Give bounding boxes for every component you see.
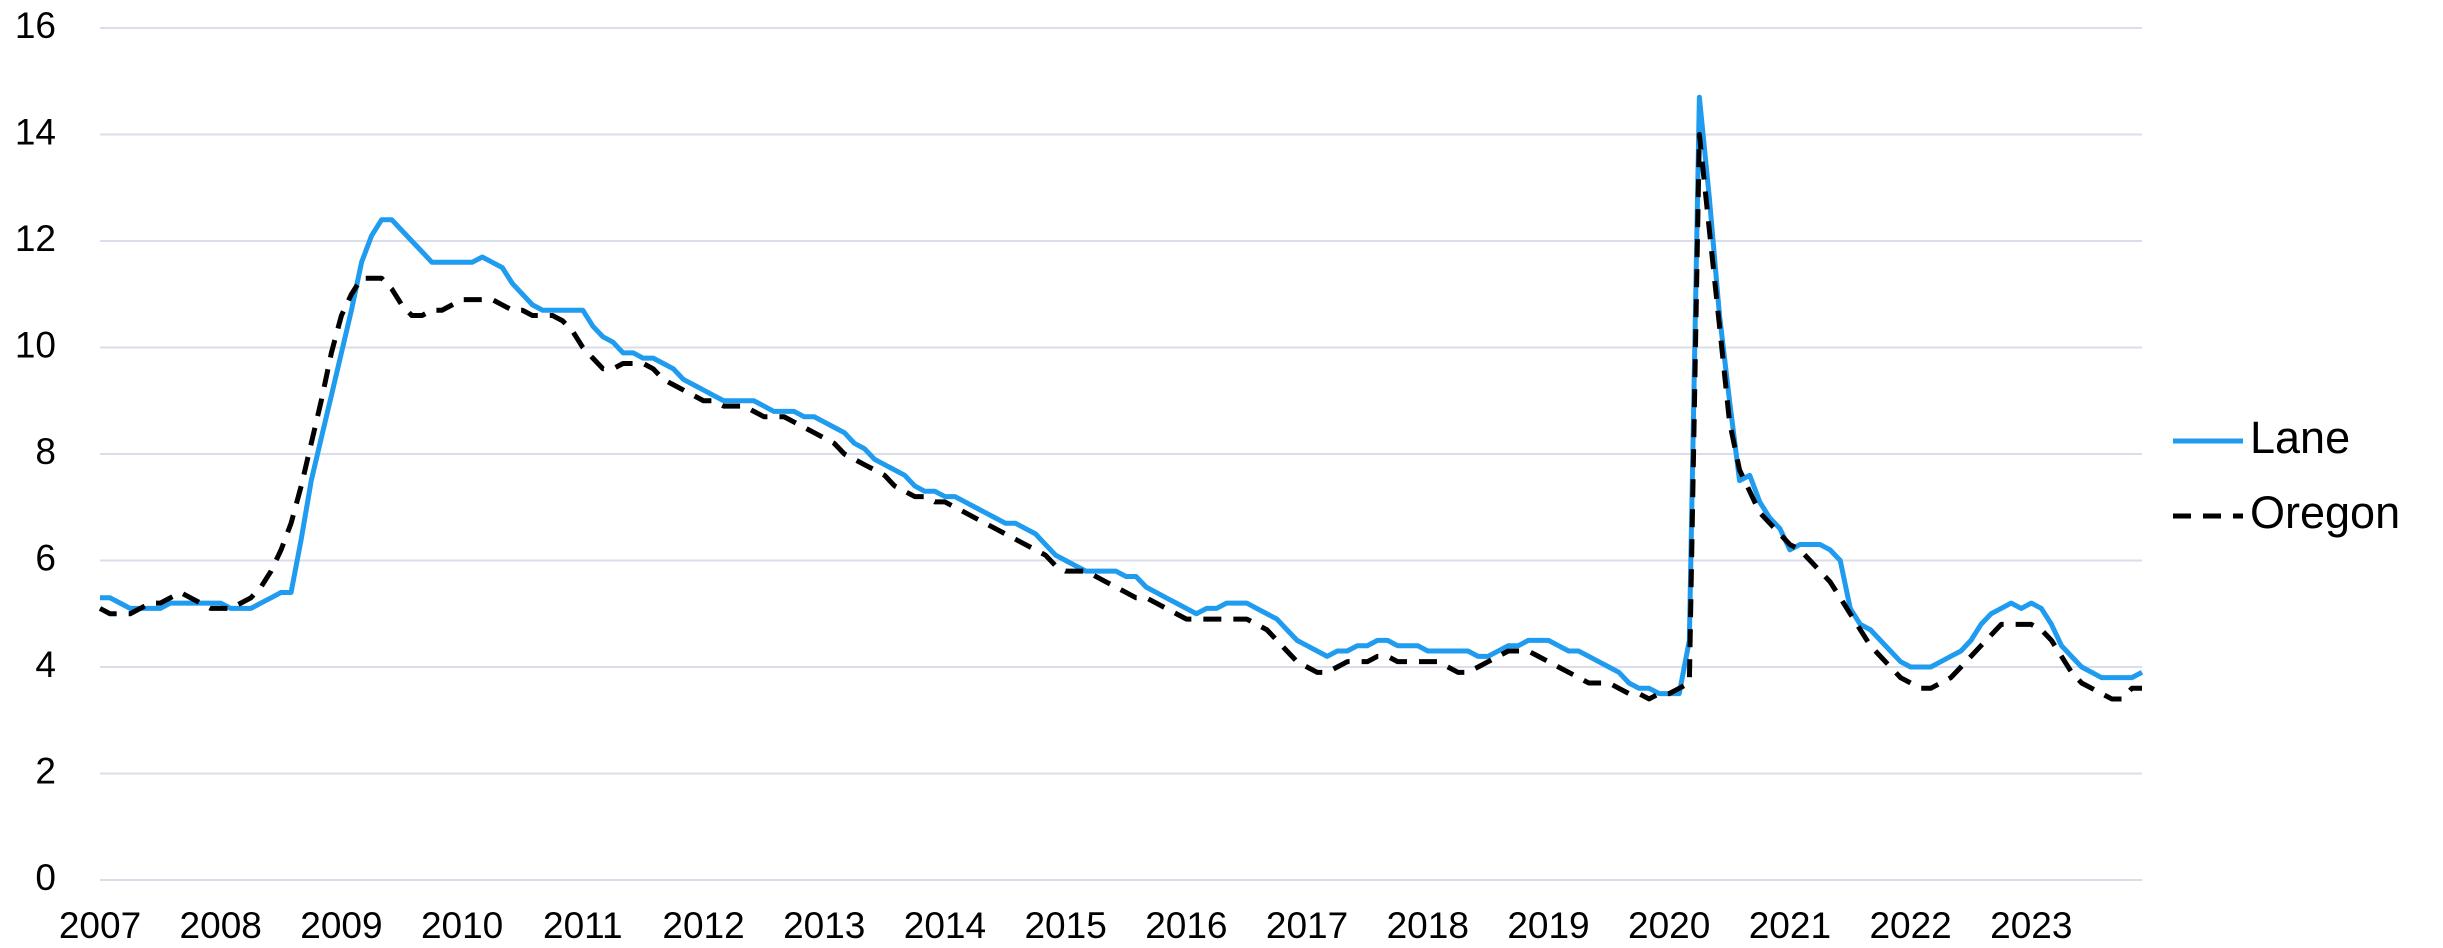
y-tick-label: 14 [15, 111, 56, 152]
x-tick-label: 2022 [1869, 905, 1951, 946]
x-tick-label: 2012 [662, 905, 744, 946]
x-tick-label: 2019 [1507, 905, 1589, 946]
x-tick-label: 2008 [180, 905, 262, 946]
x-tick-label: 2010 [421, 905, 503, 946]
x-tick-label: 2023 [1990, 905, 2072, 946]
legend-label: Lane [2250, 412, 2350, 463]
y-tick-label: 6 [35, 537, 56, 578]
y-tick-label: 10 [15, 324, 56, 365]
line-0 [100, 94, 2144, 697]
legend-label: Oregon [2250, 487, 2400, 538]
x-tick-label: 2016 [1145, 905, 1227, 946]
x-tick-label: 2017 [1266, 905, 1348, 946]
y-tick-label: 12 [15, 218, 56, 259]
x-tick-label: 2021 [1749, 905, 1831, 946]
line-1 [98, 132, 2142, 702]
x-tick-label: 2020 [1628, 905, 1710, 946]
y-tick-label: 16 [15, 5, 56, 46]
y-tick-label: 8 [35, 431, 56, 472]
x-tick-label: 2007 [59, 905, 141, 946]
y-tick-label: 0 [35, 857, 56, 898]
x-tick-label: 2013 [783, 905, 865, 946]
x-tick-label: 2018 [1387, 905, 1469, 946]
x-tick-label: 2015 [1024, 905, 1106, 946]
x-tick-label: 2009 [300, 905, 382, 946]
x-tick-label: 2014 [904, 905, 986, 946]
y-tick-label: 4 [35, 644, 56, 685]
y-tick-label: 2 [35, 750, 56, 791]
x-tick-label: 2011 [543, 905, 623, 946]
